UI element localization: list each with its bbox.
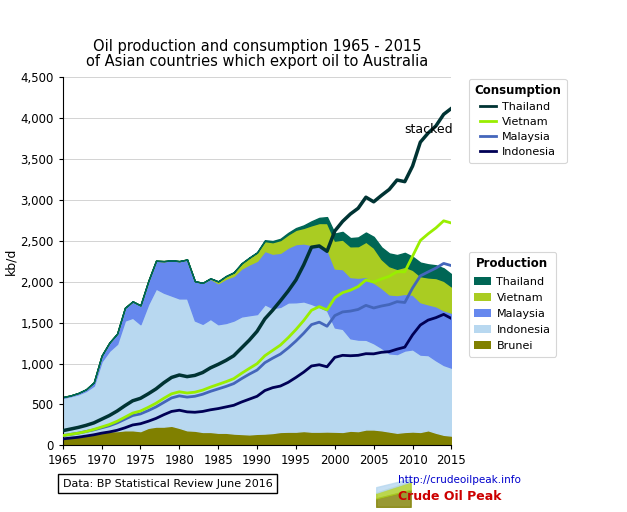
Text: of Asian countries which export oil to Australia: of Asian countries which export oil to A… [86, 54, 428, 69]
Legend: Thailand, Vietnam, Malaysia, Indonesia, Brunei: Thailand, Vietnam, Malaysia, Indonesia, … [468, 252, 556, 356]
Text: Crude Oil Peak: Crude Oil Peak [398, 490, 502, 503]
Text: http://crudeoilpeak.info: http://crudeoilpeak.info [398, 475, 521, 485]
Text: Oil production and consumption 1965 - 2015: Oil production and consumption 1965 - 20… [93, 39, 421, 54]
Y-axis label: kb/d: kb/d [4, 247, 18, 275]
Text: Data: BP Statistical Review June 2016: Data: BP Statistical Review June 2016 [63, 479, 273, 489]
Text: stacked: stacked [405, 122, 453, 136]
